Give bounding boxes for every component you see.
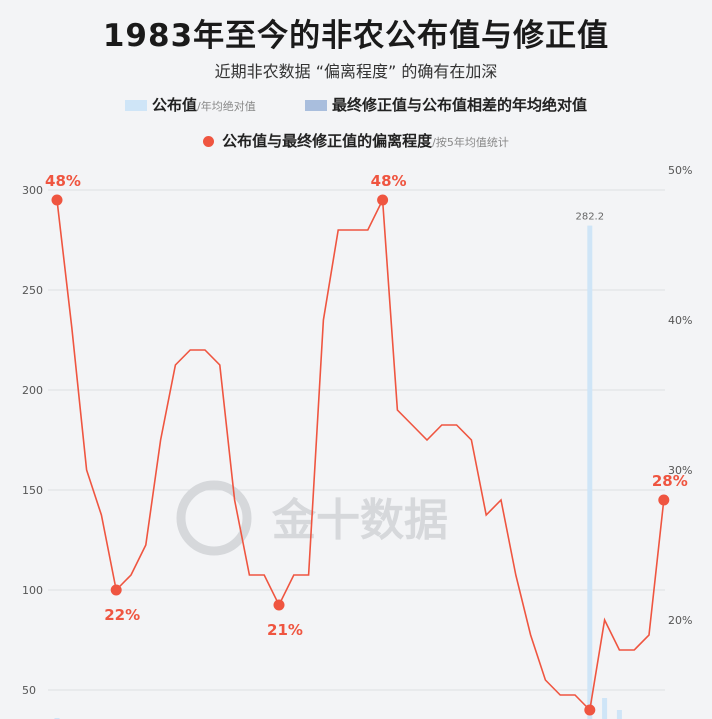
chart-subtitle: 近期非农数据 “偏离程度” 的确有在加深 — [214, 62, 498, 81]
deviation-line — [56, 196, 665, 712]
deviation-marker — [584, 704, 596, 716]
legend-note-deviation: /按5年均值统计 — [432, 136, 509, 149]
deviation-callout-label: 48% — [45, 172, 81, 190]
legend-swatch-revision — [304, 100, 327, 111]
legend-item-revision: 最终修正值与公布值相差的年均绝对值 — [304, 94, 587, 115]
published-bar — [587, 225, 593, 719]
published-bar — [616, 710, 622, 719]
chart-title: 1983年至今的非农公布值与修正值 — [102, 18, 610, 54]
left-axis-tick-label: 250 — [22, 284, 43, 297]
legend-row-1: 公布值/年均绝对值 最终修正值与公布值相差的年均绝对值 — [0, 94, 712, 115]
deviation-callout-label: 28% — [652, 472, 688, 490]
left-axis-tick-label: 150 — [22, 484, 43, 497]
right-axis-tick-label: 30% — [668, 464, 692, 477]
legend-label-published: 公布值 — [152, 96, 198, 114]
deviation-marker — [377, 194, 389, 206]
bar-value-label: 282.2 — [575, 212, 604, 223]
left-axis-tick-label: 50 — [22, 684, 36, 697]
grid-lines — [48, 189, 665, 691]
left-axis-tick-label: 200 — [22, 384, 43, 397]
published-bars: 282.2 — [54, 212, 622, 719]
chart-area: 金十数据 282.2 300 250 200 150 100 50 50% 40% 30% 20… — [22, 164, 692, 719]
left-axis-tick-label: 300 — [22, 184, 43, 197]
deviation-marker — [658, 494, 670, 506]
watermark-text: 金十数据 — [271, 495, 448, 546]
right-axis-tick-label: 20% — [668, 614, 692, 627]
deviation-marker — [110, 584, 122, 596]
legend-row-2: 公布值与最终修正值的偏离程度/按5年均值统计 — [0, 130, 712, 151]
left-axis-tick-label: 100 — [22, 584, 43, 597]
legend-note-published: /年均绝对值 — [197, 100, 256, 113]
legend-swatch-published — [125, 100, 147, 111]
legend-item-deviation: 公布值与最终修正值的偏离程度/按5年均值统计 — [203, 130, 509, 151]
legend-item-published: 公布值/年均绝对值 — [125, 94, 256, 115]
deviation-markers — [51, 194, 670, 716]
right-axis-tick-label: 50% — [668, 164, 692, 177]
right-axis-tick-label: 40% — [668, 314, 692, 327]
right-axis: 50% 40% 30% 20% — [668, 164, 692, 627]
deviation-callouts: 48%22%21%48%14%28% — [45, 172, 688, 639]
deviation-callout-label: 48% — [371, 172, 407, 190]
legend-label-deviation: 公布值与最终修正值的偏离程度 — [222, 132, 433, 150]
deviation-marker — [51, 194, 63, 206]
deviation-callout-label: 21% — [267, 621, 303, 639]
left-axis: 300 250 200 150 100 50 — [22, 184, 43, 697]
legend-dot-deviation — [203, 136, 215, 147]
deviation-callout-label: 22% — [104, 606, 140, 624]
deviation-marker — [273, 599, 285, 611]
watermark: 金十数据 — [176, 480, 448, 556]
watermark-logo-icon — [176, 480, 252, 556]
published-bar — [602, 698, 608, 719]
legend-label-revision: 最终修正值与公布值相差的年均绝对值 — [331, 96, 587, 114]
